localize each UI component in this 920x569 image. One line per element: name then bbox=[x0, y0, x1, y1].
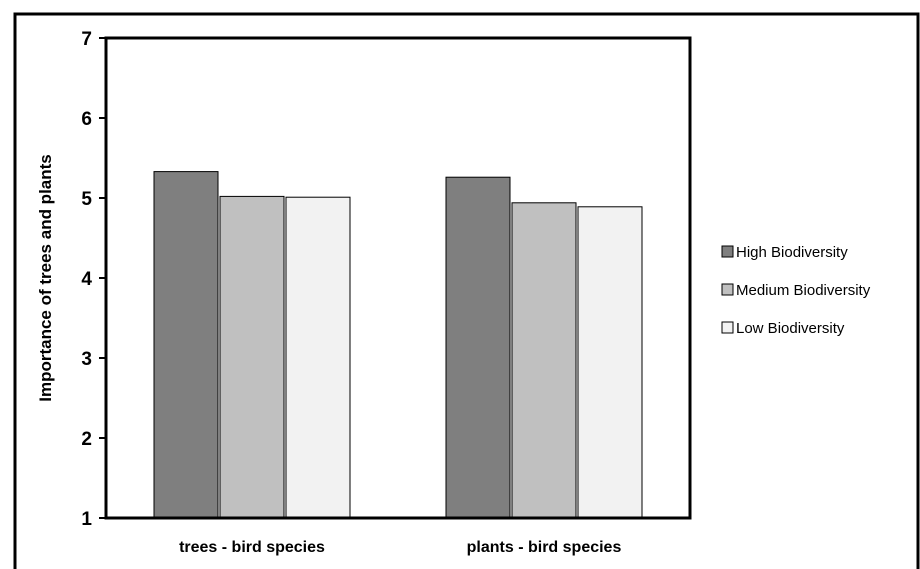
y-tick-label: 7 bbox=[81, 29, 92, 50]
plot-area bbox=[153, 171, 643, 519]
y-tick-label: 6 bbox=[81, 109, 92, 130]
x-category-label: trees - bird species bbox=[179, 539, 325, 556]
legend-swatch bbox=[721, 245, 734, 258]
bar-medium-biodiversity-1 bbox=[511, 202, 577, 519]
y-tick-label: 1 bbox=[81, 509, 92, 530]
x-axis: trees - bird species plants - bird specie… bbox=[179, 539, 621, 556]
x-category-label: plants - bird species bbox=[467, 539, 622, 556]
bar-low-biodiversity-1 bbox=[577, 206, 643, 519]
y-axis-title: Importance of trees and plants bbox=[36, 154, 55, 402]
legend-label: Medium Biodiversity bbox=[736, 282, 871, 299]
legend-swatch bbox=[721, 321, 734, 334]
legend: High Biodiversity Medium Biodiversity Low … bbox=[721, 244, 871, 337]
legend-label: Low Biodiversity bbox=[736, 320, 845, 337]
y-tick-label: 2 bbox=[81, 429, 92, 450]
y-axis: 1 2 3 4 5 6 7 bbox=[81, 29, 106, 530]
bar-high-biodiversity-1 bbox=[445, 176, 511, 519]
legend-label: High Biodiversity bbox=[736, 244, 848, 261]
y-tick-label: 5 bbox=[81, 189, 92, 210]
bar-medium-biodiversity-0 bbox=[219, 195, 285, 519]
legend-swatch bbox=[721, 283, 734, 296]
y-tick-label: 3 bbox=[81, 349, 92, 370]
bar-low-biodiversity-0 bbox=[285, 196, 351, 519]
bar-high-biodiversity-0 bbox=[153, 171, 219, 519]
figure-frame bbox=[13, 12, 920, 569]
y-tick-label: 4 bbox=[81, 269, 92, 290]
